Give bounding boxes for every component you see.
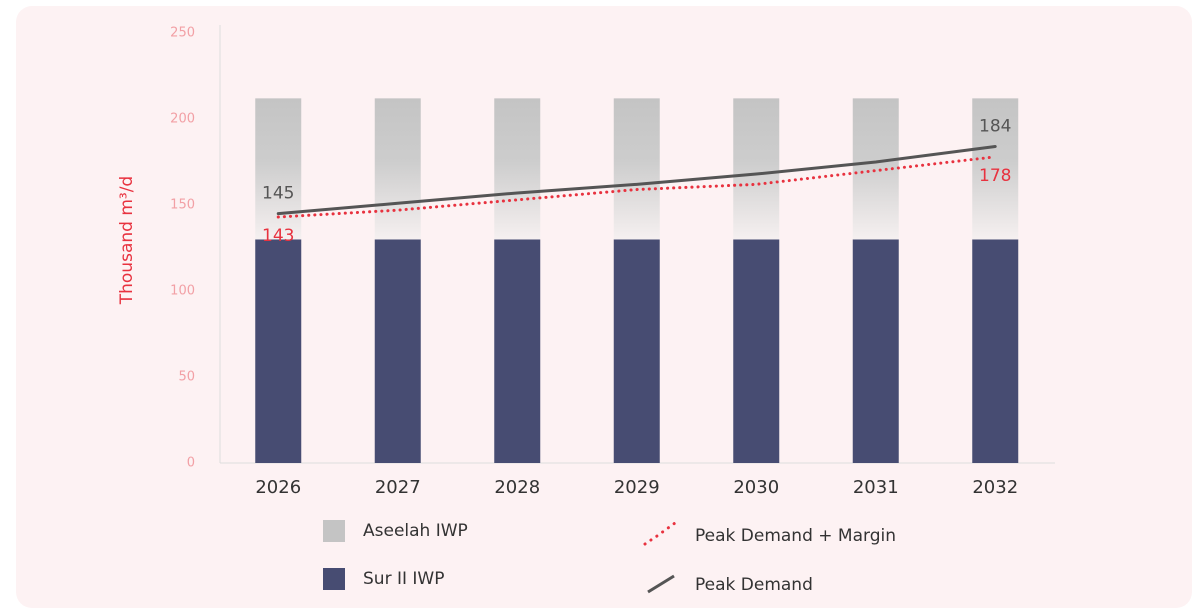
- y-tick-label: 100: [170, 284, 195, 299]
- bar: [613, 239, 660, 463]
- y-tick-label: 200: [170, 112, 195, 127]
- x-tick-label: 2026: [255, 477, 301, 498]
- bar: [972, 98, 1019, 240]
- legend-label: Aseelah IWP: [363, 521, 468, 541]
- legend-label: Peak Demand: [695, 575, 813, 595]
- x-tick-label: 2029: [614, 477, 660, 498]
- legend-swatch: [323, 568, 345, 590]
- bar: [733, 98, 780, 240]
- legend-label: Sur II IWP: [363, 569, 444, 589]
- line-series: [276, 145, 997, 216]
- bar: [852, 239, 899, 463]
- bar: [374, 239, 421, 463]
- bar: [255, 239, 302, 463]
- bar: [733, 239, 780, 463]
- data-label: 143: [262, 226, 294, 246]
- bar: [494, 98, 541, 240]
- legend-swatch: [647, 574, 675, 594]
- x-tick-label: 2028: [494, 477, 540, 498]
- y-tick-label: 150: [170, 198, 195, 213]
- y-tick-label: 0: [187, 456, 195, 471]
- y-tick-label: 50: [178, 370, 195, 385]
- line-series: [276, 155, 997, 219]
- x-tick-label: 2032: [972, 477, 1018, 498]
- data-label: 184: [979, 117, 1011, 137]
- x-tick-label: 2030: [733, 477, 779, 498]
- data-label: 178: [979, 166, 1011, 186]
- data-label: 145: [262, 184, 294, 204]
- y-axis-label: Thousand m³/d: [117, 176, 137, 305]
- legend-swatch: [323, 520, 345, 542]
- bar: [613, 98, 660, 240]
- x-tick-label: 2031: [853, 477, 899, 498]
- x-tick-label: 2027: [375, 477, 421, 498]
- bar: [972, 239, 1019, 463]
- bar: [374, 98, 421, 240]
- bar: [494, 239, 541, 463]
- y-tick-label: 250: [170, 26, 195, 41]
- legend-swatch: [643, 521, 677, 546]
- legend-label: Peak Demand + Margin: [695, 526, 896, 546]
